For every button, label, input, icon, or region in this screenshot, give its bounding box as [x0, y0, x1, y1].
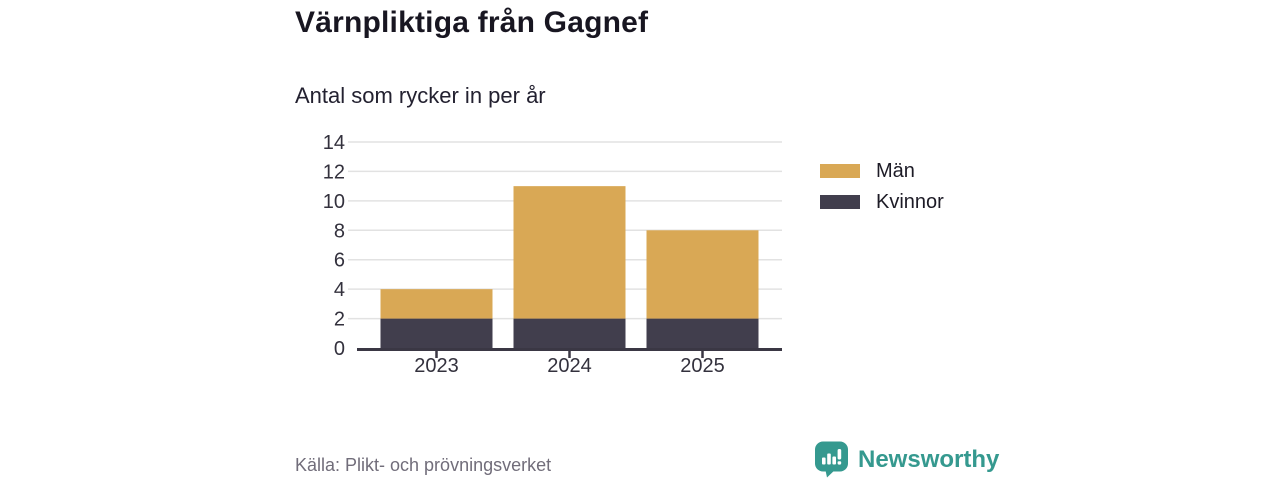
legend-swatch-kvinnor [820, 195, 860, 209]
newsworthy-wordmark: Newsworthy [858, 445, 1000, 473]
legend: Män Kvinnor [820, 160, 944, 213]
legend-item-kvinnor: Kvinnor [820, 191, 944, 213]
legend-swatch-man [820, 164, 860, 178]
newsworthy-bubble-chart-icon [815, 441, 848, 478]
newsworthy-logo: Newsworthy [814, 441, 999, 478]
y-tick-label-8: 8 [334, 220, 345, 242]
x-tick-label-2024: 2024 [547, 355, 592, 377]
bar-segment-män-2023 [380, 289, 493, 319]
bar-segment-män-2025 [646, 230, 759, 319]
source-attribution: Källa: Plikt- och prövningsverket [295, 455, 552, 475]
y-tick-label-12: 12 [323, 161, 345, 183]
legend-label-man: Män [876, 159, 915, 182]
stacked-bar-chart: 0 2 4 6 8 10 12 14 2023 2024 2025 [323, 132, 782, 377]
y-tick-label-0: 0 [334, 338, 345, 360]
x-tick-label-2023: 2023 [414, 355, 459, 377]
chart-title: Värnpliktiga från Gagnef [295, 6, 649, 39]
legend-item-man: Män [820, 160, 944, 182]
bar-segment-kvinnor-2023 [380, 318, 493, 348]
y-tick-label-4: 4 [334, 279, 345, 301]
y-tick-label-2: 2 [334, 309, 345, 331]
x-tick-label-2025: 2025 [680, 355, 725, 377]
y-tick-label-14: 14 [323, 132, 345, 154]
y-tick-label-6: 6 [334, 250, 345, 272]
legend-label-kvinnor: Kvinnor [876, 190, 944, 213]
bar-segment-kvinnor-2025 [646, 318, 759, 348]
y-tick-label-10: 10 [323, 191, 345, 213]
chart-subtitle: Antal som rycker in per år [295, 83, 546, 108]
bar-segment-kvinnor-2024 [513, 318, 626, 348]
bar-segment-män-2024 [513, 186, 626, 319]
